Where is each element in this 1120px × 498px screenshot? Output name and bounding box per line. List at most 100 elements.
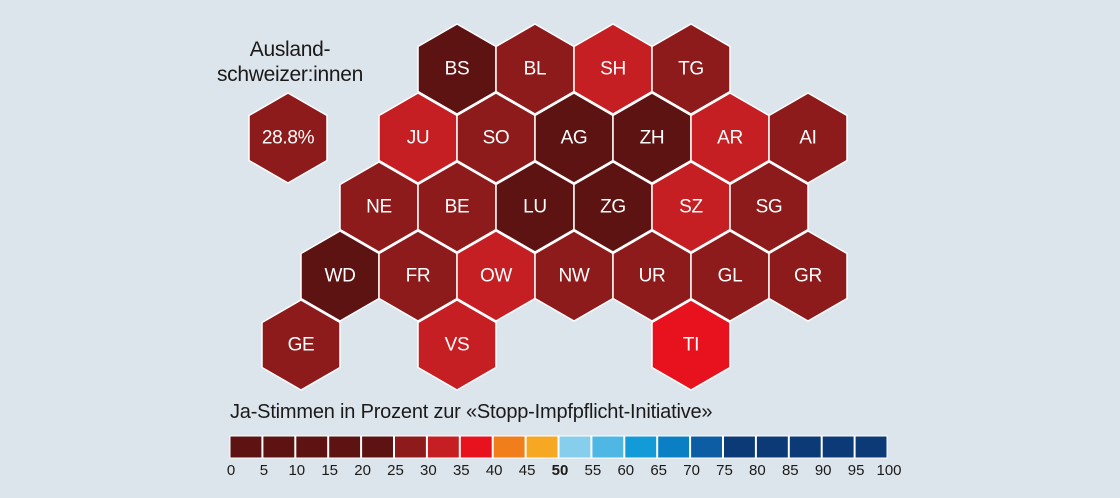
legend-swatch — [591, 435, 625, 459]
canton-hex-so-label: SO — [483, 128, 510, 149]
canton-hex-gr-label: GR — [794, 266, 822, 287]
legend-swatch — [755, 435, 789, 459]
canton-hex-gr: GR — [768, 230, 848, 322]
canton-hex-ti: TI — [651, 299, 731, 391]
canton-hex-ti-shape — [651, 299, 731, 391]
canton-hex-ge-label: GE — [288, 335, 315, 356]
legend-tick: 40 — [485, 462, 503, 479]
canton-hex-ge-shape — [261, 299, 341, 391]
legend-swatch — [262, 435, 296, 459]
canton-hex-wd-label: WD — [324, 266, 355, 287]
legend-swatch — [723, 435, 756, 459]
canton-hex-ag-label: AG — [561, 128, 588, 149]
canton-hex-sg-label: SG — [756, 197, 783, 218]
canton-hex-sg-shape — [729, 161, 809, 253]
legend-tick: 30 — [420, 462, 437, 479]
legend-swatch — [690, 435, 723, 459]
legend-swatch — [788, 435, 822, 459]
legend-tick: 75 — [716, 462, 733, 479]
canton-hex-ai: AI — [768, 92, 848, 184]
legend-swatch — [459, 435, 493, 459]
canton-hex-vs: VS — [417, 299, 497, 391]
canton-hex-tg-label: TG — [678, 59, 704, 80]
canton-hex-fr: FR — [378, 230, 458, 322]
legend-tick: 60 — [617, 462, 635, 479]
abroad-title-line2: schweizer:innen — [216, 63, 364, 86]
legend-swatch — [229, 435, 263, 459]
legend-tick: 70 — [683, 462, 700, 479]
abroad-hex-label: 28.8% — [262, 128, 315, 149]
legend-tick: 95 — [847, 462, 865, 479]
legend-tick: 100 — [876, 462, 902, 479]
legend-title: Ja-Stimmen in Prozent zur «Stopp-Impfpfl… — [230, 401, 713, 423]
canton-hex-ow-label: OW — [480, 266, 512, 287]
canton-hex-bl-label: BL — [524, 59, 547, 80]
canton-hex-sz-label: SZ — [679, 197, 703, 218]
canton-hex-nw-label: NW — [558, 266, 589, 287]
abroad-hex: 28.8% — [248, 92, 328, 184]
canton-hex-wd: WD — [300, 230, 380, 322]
legend-swatch — [821, 435, 855, 459]
canton-hex-ur-label: UR — [639, 266, 666, 287]
legend-tick: 80 — [749, 462, 766, 479]
canton-hex-be-label: BE — [445, 197, 470, 218]
canton-hex-ti-label: TI — [683, 335, 699, 356]
canton-hex-bl: BL — [495, 23, 575, 115]
legend-tick: 5 — [259, 462, 269, 479]
canton-hex-ju-label: JU — [407, 128, 430, 149]
abroad-hex-shape — [248, 92, 328, 184]
canton-hex-lu-label: LU — [523, 197, 547, 218]
canton-hex-ai-shape — [768, 92, 848, 184]
canton-hex-nw: NW — [534, 230, 614, 322]
legend-tick: 65 — [650, 462, 668, 479]
canton-hex-zh-label: ZH — [640, 128, 665, 149]
legend-swatch — [426, 435, 460, 459]
canton-hex-fr-label: FR — [406, 266, 431, 287]
canton-hex-gl-label: GL — [718, 266, 743, 287]
canton-hex-gr-shape — [768, 230, 848, 322]
legend-tick: 35 — [452, 462, 470, 479]
legend-tick: 0 — [226, 462, 236, 479]
abroad-title: Ausland- schweizer:innen — [214, 37, 366, 87]
legend-swatch — [854, 435, 888, 459]
legend-tick: 45 — [518, 462, 536, 479]
canton-hex-ju: JU — [378, 92, 458, 184]
canton-hex-tg: TG — [651, 23, 731, 115]
canton-hexagons: BS BL SH TG JU SO AG ZH AR AI NE BE LU ZG SZ SG WD FR OW NW… — [261, 23, 848, 391]
abroad-title-line1: Ausland- — [249, 38, 331, 61]
legend-swatch — [394, 435, 427, 459]
legend-tick: 90 — [814, 462, 832, 479]
legend-tick: 10 — [288, 462, 306, 479]
canton-hex-ai-label: AI — [799, 128, 816, 149]
legend-swatch — [558, 435, 592, 459]
canton-hex-tg-shape — [651, 23, 731, 115]
legend-swatch — [361, 435, 395, 459]
legend-tick: 55 — [584, 462, 602, 479]
legend-color-scale — [229, 435, 888, 459]
legend-tick: 25 — [387, 462, 404, 479]
legend-swatch — [295, 435, 329, 459]
canton-hex-lu: LU — [495, 161, 575, 253]
legend-swatch — [525, 435, 559, 459]
canton-hex-ar-label: AR — [717, 128, 743, 149]
legend-swatch — [492, 435, 526, 459]
legend-tick: 50 — [551, 462, 569, 479]
canton-hex-ge: GE — [261, 299, 341, 391]
legend-tick-labels: 0 5 10 15 20 25 30 35 40 45 50 55 60 65 70 75 80 85 90 95 10… — [0, 462, 1120, 482]
legend-swatch — [657, 435, 691, 459]
canton-hex-zg: ZG — [573, 161, 653, 253]
canton-hex-so: SO — [456, 92, 536, 184]
abroad-hexagon: 28.8% — [248, 92, 328, 184]
legend-swatch — [624, 435, 658, 459]
legend-tick: 15 — [321, 462, 339, 479]
legend-tick: 85 — [781, 462, 799, 479]
canton-hex-bs-label: BS — [445, 59, 470, 80]
canton-hex-vs-shape — [417, 299, 497, 391]
legend-swatch — [328, 435, 362, 459]
canton-hex-vs-label: VS — [445, 335, 470, 356]
canton-hex-sg: SG — [729, 161, 809, 253]
canton-hex-ne-label: NE — [366, 197, 392, 218]
canton-hex-ur: UR — [612, 230, 692, 322]
canton-hex-sh-label: SH — [600, 59, 626, 80]
